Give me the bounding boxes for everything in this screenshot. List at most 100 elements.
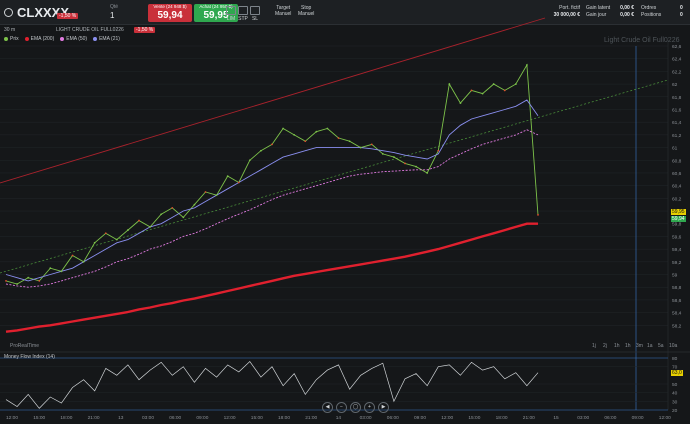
change-badge: -1,50 % xyxy=(57,13,79,19)
price-point xyxy=(27,276,30,279)
price-point xyxy=(149,226,151,228)
stop-limit-order-button[interactable]: SL xyxy=(250,6,260,22)
price-point xyxy=(481,92,484,95)
footer-brand: ProRealTime xyxy=(10,343,39,349)
price-point xyxy=(282,127,284,130)
sell-label: Vente (24 948 $) xyxy=(153,4,187,9)
price-point xyxy=(426,172,429,174)
stop-order-button[interactable]: STP xyxy=(238,6,248,22)
x-tick-label: 15 xyxy=(553,415,559,421)
price-point xyxy=(71,254,74,257)
x-tick-label: 13 xyxy=(118,415,124,421)
y-tick-label: 50 xyxy=(672,382,678,388)
price-point xyxy=(293,133,296,136)
zoom-reset-icon[interactable]: ◯ xyxy=(350,402,361,413)
zoom-out-icon[interactable]: − xyxy=(336,402,347,413)
price-point xyxy=(514,83,517,85)
price-point xyxy=(182,216,185,219)
price-point xyxy=(49,267,52,270)
price-point xyxy=(459,102,462,105)
y-tick-label: 59,6 xyxy=(672,234,682,240)
y-tick-label: 60,6 xyxy=(672,171,682,177)
quantity-label: Qté xyxy=(110,4,119,10)
sell-button[interactable]: Vente (24 948 $) 59,94 xyxy=(148,4,192,22)
price-point xyxy=(470,89,473,92)
x-tick-label: 06:00 xyxy=(387,415,399,421)
price-point xyxy=(237,181,240,184)
symbol-label: CLXXXX xyxy=(17,5,70,20)
buy-button[interactable]: Achat (24 950 $) 59,95 xyxy=(194,4,238,22)
y-tick-label: 62 xyxy=(672,82,678,88)
price-point xyxy=(82,260,85,263)
timeframe-selector[interactable]: 30 m xyxy=(4,27,16,33)
price-point xyxy=(348,140,351,143)
price-point xyxy=(415,165,417,168)
scroll-left-icon[interactable]: ◀ xyxy=(322,402,333,413)
indicator-value-tag: 63,0 xyxy=(671,370,683,376)
timeframe-button[interactable]: 2j xyxy=(603,343,607,349)
x-tick-label: 12:00 xyxy=(441,415,453,421)
price-point xyxy=(60,270,63,273)
zoom-in-icon[interactable]: + xyxy=(364,402,375,413)
price-point xyxy=(204,191,207,193)
price-point xyxy=(271,143,273,146)
last-price-tag: 59,95 xyxy=(671,209,686,215)
series-line-prix xyxy=(5,63,539,285)
y-tick-label: 58,2 xyxy=(672,323,682,329)
quantity-field[interactable]: 1 xyxy=(110,11,115,20)
timeframe-button[interactable]: 1j xyxy=(592,343,596,349)
y-tick-label: 58,6 xyxy=(672,298,682,304)
y-tick-label: 59,8 xyxy=(672,222,682,228)
price-point xyxy=(226,175,229,178)
indicator-title: Money Flow Index (14) xyxy=(4,354,55,360)
account-orders: Ordres Positions xyxy=(641,5,662,18)
y-tick-label: 59,2 xyxy=(672,260,682,266)
scroll-right-icon[interactable]: ▶ xyxy=(378,402,389,413)
price-point xyxy=(326,127,329,130)
x-tick-label: 18:00 xyxy=(496,415,508,421)
x-tick-label: 12:00 xyxy=(659,415,671,421)
instrument-change-badge: -1,50 % xyxy=(134,27,156,33)
limit-order-button[interactable]: LIM xyxy=(226,6,236,22)
target-button[interactable]: Target Manuel xyxy=(275,5,292,17)
x-tick-label: 15:00 xyxy=(468,415,480,421)
legend-item[interactable]: Prix xyxy=(4,36,19,42)
price-point xyxy=(448,83,451,85)
x-tick-label: 06:00 xyxy=(604,415,616,421)
sell-price: 59,94 xyxy=(157,10,183,21)
symbol-search[interactable]: CLXXXX xyxy=(4,5,69,20)
stop-icon xyxy=(238,6,248,15)
y-tick-label: 58,4 xyxy=(672,311,682,317)
timeframe-button[interactable]: 5a xyxy=(658,343,664,349)
stop-manual-button[interactable]: Stop Manuel xyxy=(298,5,315,17)
y-tick-label: 40 xyxy=(672,391,678,397)
x-tick-label: 15:00 xyxy=(33,415,45,421)
timeframe-button[interactable]: 1h xyxy=(625,343,631,349)
price-point xyxy=(193,203,196,206)
account-order-values: 0 0 xyxy=(680,5,683,18)
instrument-title: LIGHT CRUDE OIL FULL0226 xyxy=(56,27,124,33)
price-point xyxy=(381,153,384,155)
legend-item[interactable]: EMA (21) xyxy=(93,36,120,42)
price-point xyxy=(359,146,362,149)
timeframe-button[interactable]: 3m xyxy=(636,343,643,349)
legend-item[interactable]: EMA (200) xyxy=(24,36,54,42)
price-point xyxy=(503,89,506,92)
y-tick-label: 58,8 xyxy=(672,285,682,291)
timeframe-button[interactable]: 1a xyxy=(647,343,653,349)
x-tick-label: 03:00 xyxy=(577,415,589,421)
x-tick-label: 03:00 xyxy=(142,415,154,421)
timeframe-button[interactable]: 1h xyxy=(614,343,620,349)
x-tick-label: 12:00 xyxy=(224,415,236,421)
timeframe-button[interactable]: 10a xyxy=(669,343,678,349)
series-line-money-flow-index xyxy=(5,360,539,409)
account-gain-values: 0,00 € 0,00 € xyxy=(620,5,634,18)
price-point xyxy=(337,137,340,139)
price-point xyxy=(537,213,539,216)
y-tick-label: 62,6 xyxy=(672,44,682,50)
legend-item[interactable]: EMA (50) xyxy=(60,36,87,42)
price-point xyxy=(38,279,41,282)
y-tick-label: 62,2 xyxy=(672,69,682,75)
y-tick-label: 61 xyxy=(672,146,678,152)
